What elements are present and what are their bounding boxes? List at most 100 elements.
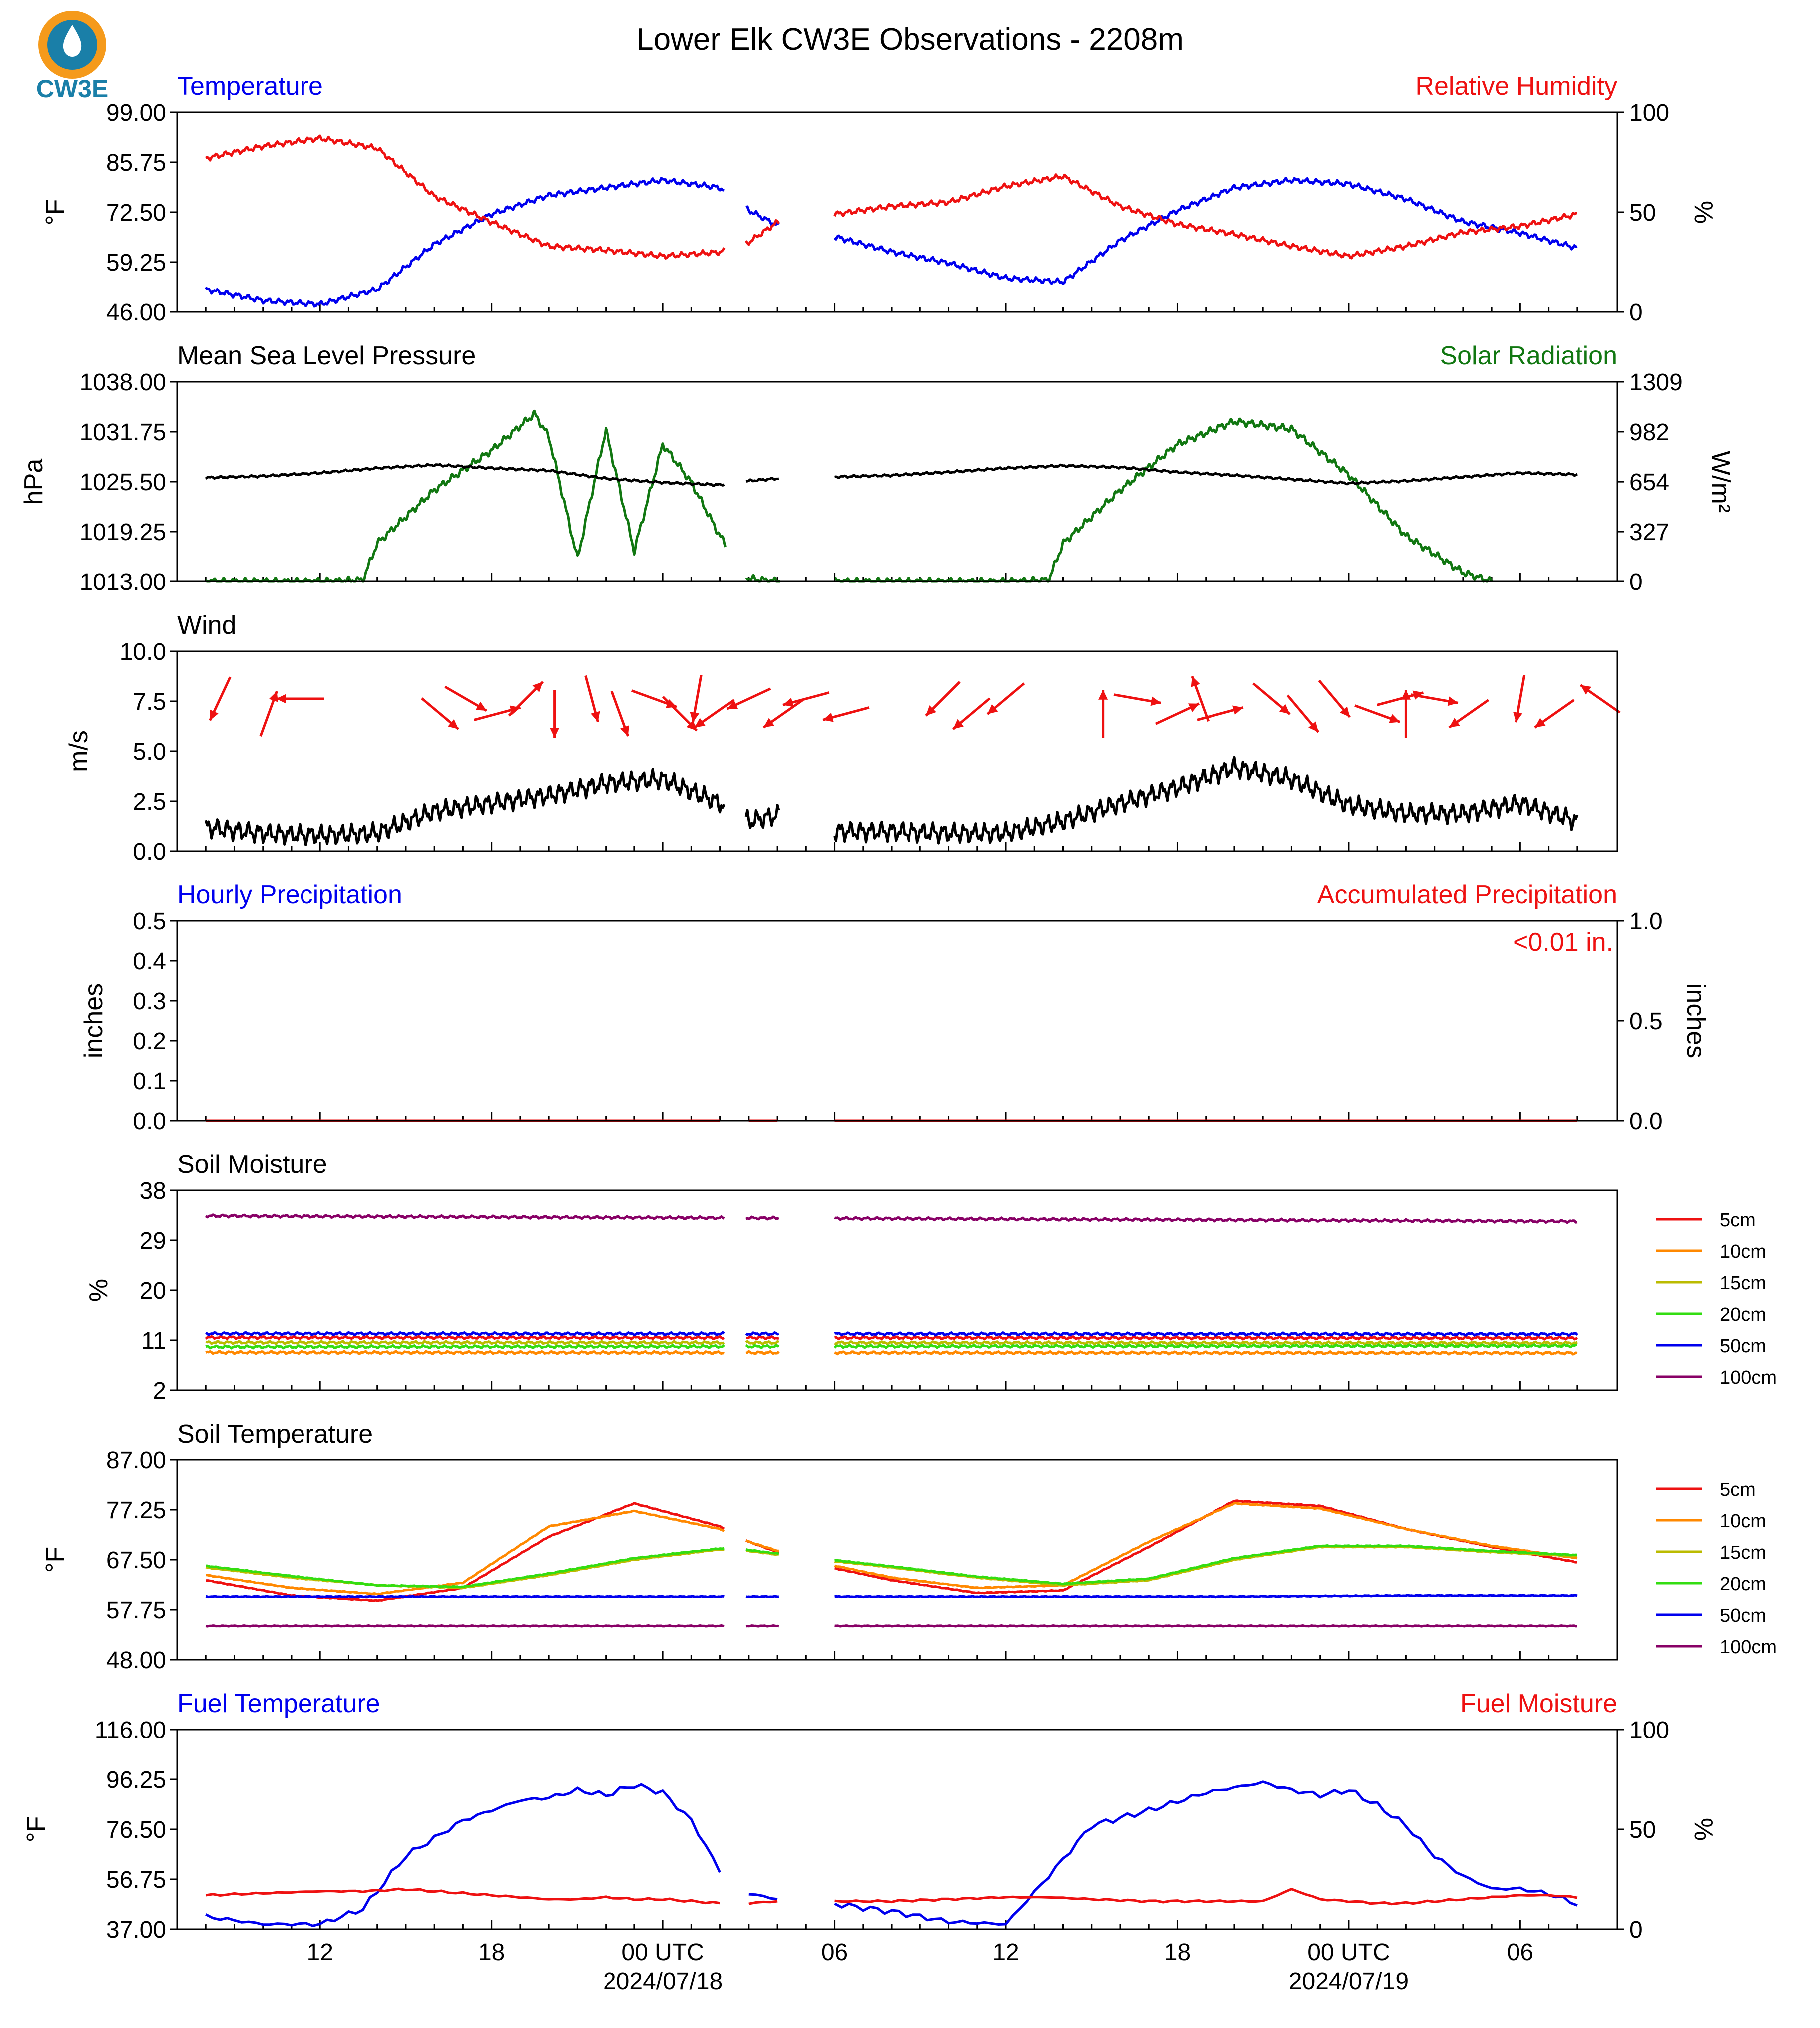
panel-frame-temperature [176,111,1618,313]
legend-label-50cm: 50cm [1720,1605,1766,1626]
panel-title-soil-moisture: Soil Moisture [177,1150,327,1179]
logo-text: CW3E [36,75,108,103]
x-tick-label: 18 [478,1939,505,1966]
wind-direction-arrow [1410,693,1459,706]
y-tick-label: 1038.00 [79,369,166,396]
y-label-relative-humidity: % [1689,201,1718,224]
legend-label-15cm: 15cm [1720,1542,1766,1563]
arrow-head [1340,706,1350,717]
y-label-wind: m/s [64,730,93,772]
y-tick-label: 29 [140,1228,166,1254]
y-ticks-accumulated-precipitation: 0.0 0.5 1.0 [1617,908,1663,1135]
y-ticks-temperature: 46.00 59.25 72.50 85.75 99.00 [106,100,177,326]
wind-direction-arrow [726,687,771,710]
arrow-head [1389,714,1400,723]
y-tick-label: 1019.25 [79,519,166,546]
y-tick-label-right: 327 [1629,519,1669,546]
y-tick-label: 57.75 [106,1597,166,1624]
panel-frame-fuel [176,1729,1618,1930]
wind-direction-arrow [1197,705,1244,721]
arrow-head [1188,703,1199,712]
y-tick-label: 5.0 [133,739,166,765]
series-line-20cm [205,1343,1577,1350]
wind-direction-arrow [1513,675,1526,723]
wind-direction-arrow [986,682,1025,715]
y-label-temperature: °F [41,199,70,226]
y-tick-label: 37.00 [106,1917,166,1943]
legend-label-100cm: 100cm [1720,1637,1777,1658]
precipitation-total-annotation: <0.01 in. [1513,928,1613,957]
y-tick-label: 87.00 [106,1448,166,1474]
wind-direction-arrow [694,699,735,729]
plot-area-pressure [205,409,1578,583]
wind-direction-arrow [1286,694,1320,733]
y-tick-label: 77.25 [106,1497,166,1524]
arrow-head [1098,690,1108,700]
arrow-head [591,711,600,722]
x-tick-label: 12 [992,1939,1019,1966]
series-line-20cm [206,1544,1577,1589]
cw3e-logo: CW3E [36,11,108,103]
panel-title-fuel-temperature: Fuel Temperature [177,1689,380,1718]
arrow-head [690,712,700,723]
y-label-soil-moisture: % [84,1279,113,1302]
y-ticks-fuel-moisture: 0 50 100 [1617,1717,1669,1943]
solar-radiation-line [205,409,1493,583]
panel-frame-precipitation [176,920,1618,1122]
y-tick-label: 116.00 [95,1717,166,1743]
arrow-head [823,713,834,722]
y-tick-label-right: 0.5 [1629,1008,1663,1035]
y-tick-label: 20 [140,1278,166,1304]
y-label-solar-radiation: W/m² [1706,451,1735,513]
legend-label-20cm: 20cm [1720,1574,1766,1595]
y-tick-label-right: 0 [1629,1917,1643,1943]
y-ticks-hourly-precipitation: 0.0 0.1 0.2 0.3 0.4 0.5 [133,908,177,1135]
x-tick-label: 00 UTC [621,1939,704,1966]
wind-direction-arrow [1098,690,1108,738]
panel-title-solar-radiation: Solar Radiation [1440,341,1617,370]
y-tick-label: 0.4 [133,948,166,975]
panel-title-relative-humidity: Relative Humidity [1415,72,1617,101]
y-tick-label: 38 [140,1178,166,1204]
panel-title-pressure: Mean Sea Level Pressure [177,341,476,370]
pressure-line [205,463,1578,487]
x-tick-label: 12 [307,1939,333,1966]
y-tick-label: 10.0 [120,639,166,665]
plot-area-soil-temperature [205,1499,1578,1628]
arrow-head [1534,718,1546,728]
arrow-head [1308,721,1319,732]
wind-direction-arrow [1401,690,1411,738]
y-tick-label-right: 50 [1629,200,1656,226]
panel-soil-temperature: Soil Temperature 48.00 57.75 67.50 77.25 87.… [41,1420,1777,1674]
panel-wind: Wind 0.0 2.5 5.0 7.5 10.0 m/s [64,611,1621,865]
wind-direction-arrow [1448,699,1490,729]
series-line-100cm [205,1624,1577,1628]
arrow-head [1513,712,1522,723]
fuel-moisture-line [205,1887,1578,1906]
y-tick-label: 72.50 [106,200,166,226]
legend-soil-temperature: 5cm 10cm 15cm 20cm 50cm 100cm [1656,1479,1777,1658]
y-label-soil-temperature: °F [41,1547,70,1573]
y-ticks-relative-humidity: 0 50 100 [1617,100,1669,326]
y-tick-label: 2.5 [133,789,166,815]
arrow-head [1232,705,1243,715]
wind-speed-line [204,756,1579,846]
arrow-head [532,682,543,692]
arrow-head [694,718,706,728]
y-tick-label: 46.00 [106,299,166,326]
legend-soil-moisture: 5cm 10cm 15cm 20cm 50cm 100cm [1656,1210,1777,1388]
y-tick-label: 85.75 [106,150,166,176]
plot-area-wind [204,675,1621,846]
y-tick-label: 96.25 [106,1767,166,1793]
y-tick-label: 0.2 [133,1028,166,1055]
legend-label-5cm: 5cm [1720,1479,1756,1500]
arrow-head [727,700,738,709]
y-tick-label-right: 100 [1629,100,1669,126]
panel-frame-soil-moisture [176,1189,1618,1391]
series-line-50cm [205,1331,1578,1337]
arrow-head [1580,685,1592,695]
arrow-head [550,728,560,738]
arrow-head [1191,676,1200,687]
y-tick-label: 11 [141,1328,166,1354]
